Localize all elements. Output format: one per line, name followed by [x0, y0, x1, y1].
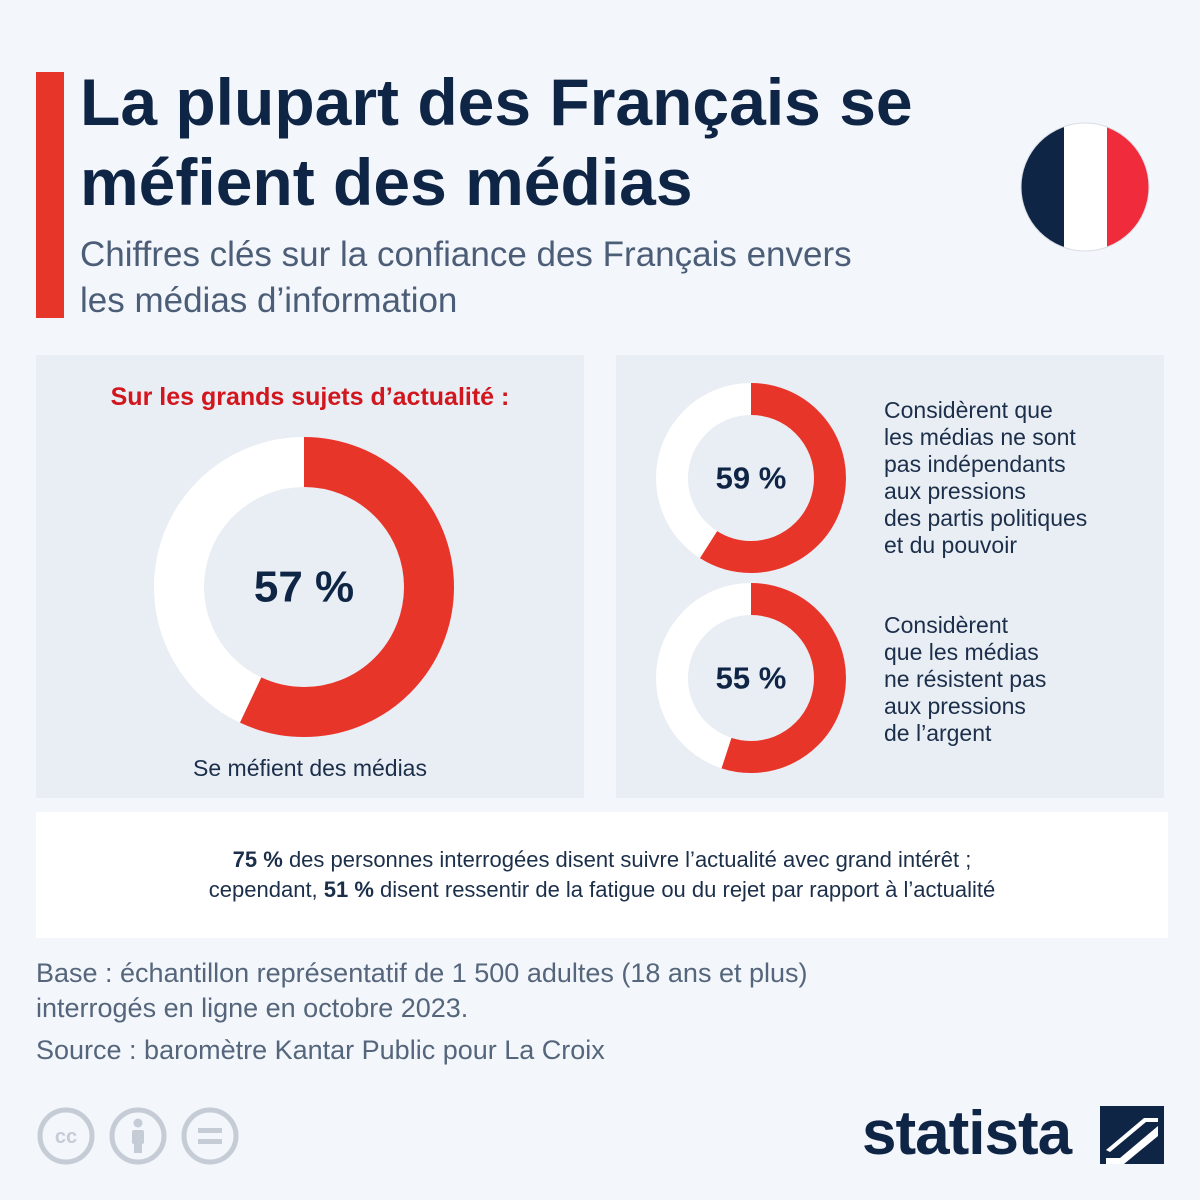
money-desc-line: de l’argent — [884, 720, 992, 746]
statista-wordmark[interactable]: statista — [862, 1099, 1072, 1168]
donut-independence-value-arc — [656, 383, 846, 573]
donut-money-value-arc — [656, 583, 846, 773]
note-however-text: cependant, — [208, 877, 324, 902]
money-desc-line: aux pressions — [884, 693, 1026, 719]
flag-blue-stripe — [1021, 123, 1064, 251]
independence-desc-line: aux pressions — [884, 478, 1026, 504]
independence-desc-line: les médias ne sont — [884, 424, 1076, 450]
money-description: Considèrent que les médias ne résistent … — [884, 612, 1154, 747]
methodology-note: Base : échantillon représentatif de 1 50… — [36, 956, 1036, 1026]
license-icons: cc — [37, 1107, 239, 1165]
donut-independence-label: 59 % — [716, 461, 787, 496]
title-line-2: méfient des médias — [80, 145, 693, 219]
independence-desc-line: Considèrent que — [884, 397, 1053, 423]
main-stat-heading: Sur les grands sujets d’actualité : — [110, 383, 510, 411]
donut-money-label: 55 % — [716, 661, 787, 696]
methodology-line-2: interrogés en ligne en octobre 2023. — [36, 993, 469, 1023]
methodology-line-1: Base : échantillon représentatif de 1 50… — [36, 958, 808, 988]
money-desc-line: ne résistent pas — [884, 666, 1047, 692]
flag-white-stripe — [1064, 123, 1107, 251]
france-flag-icon — [1020, 122, 1150, 252]
donut-chart-main: 57 % — [154, 437, 454, 737]
subtitle-line-2: les médias d’information — [80, 281, 458, 320]
svg-text:cc: cc — [55, 1126, 77, 1148]
note-fatigue-value: 51 % — [323, 877, 374, 902]
by-icon[interactable] — [109, 1107, 167, 1165]
source-note: Source : baromètre Kantar Public pour La… — [36, 1035, 605, 1065]
donut-chart-money: 55 % — [656, 583, 846, 773]
independence-desc-line: pas indépendants — [884, 451, 1066, 477]
independence-desc-line: et du pouvoir — [884, 532, 1017, 558]
page-subtitle: Chiffres clés sur la confiance des Franç… — [80, 232, 1000, 324]
title-accent-bar — [36, 72, 64, 318]
flag-red-stripe — [1107, 123, 1149, 251]
title-line-1: La plupart des Français se — [80, 65, 913, 139]
secondary-stats-panel: 59 % Considèrent que les médias ne sont … — [616, 355, 1164, 798]
statista-logo-icon — [1100, 1106, 1164, 1164]
money-desc-line: Considèrent — [884, 612, 1009, 638]
main-stat-caption: Se méfient des médias — [193, 755, 427, 781]
donut-main-value-arc — [154, 437, 454, 737]
main-stat-panel: Sur les grands sujets d’actualité : 57 %… — [36, 355, 584, 798]
note-line-1: 75 % des personnes interrogées disent su… — [36, 845, 1168, 875]
cc-icon[interactable]: cc — [37, 1107, 95, 1165]
interest-fatigue-note: 75 % des personnes interrogées disent su… — [36, 812, 1168, 938]
note-line-2: cependant, 51 % disent ressentir de la f… — [36, 875, 1168, 905]
independence-desc-line: des partis politiques — [884, 505, 1088, 531]
note-interest-text: des personnes interrogées disent suivre … — [282, 847, 972, 872]
donut-main-label: 57 % — [254, 563, 354, 612]
subtitle-line-1: Chiffres clés sur la confiance des Franç… — [80, 235, 852, 274]
independence-description: Considèrent que les médias ne sont pas i… — [884, 397, 1154, 559]
page-title: La plupart des Français se méfient des m… — [80, 62, 1010, 222]
nd-icon[interactable] — [181, 1107, 239, 1165]
money-desc-line: que les médias — [884, 639, 1039, 665]
donut-chart-independence: 59 % — [656, 383, 846, 573]
note-interest-value: 75 % — [232, 847, 283, 872]
note-fatigue-text: disent ressentir de la fatigue ou du rej… — [373, 877, 996, 902]
